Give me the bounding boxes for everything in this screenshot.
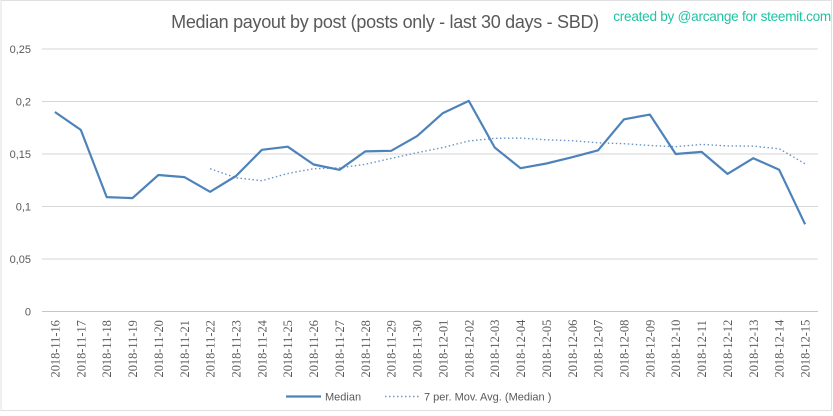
svg-text:2018-12-01: 2018-12-01 (436, 320, 450, 378)
svg-text:2018-11-29: 2018-11-29 (385, 320, 399, 377)
svg-text:2018-12-10: 2018-12-10 (669, 320, 683, 378)
svg-text:2018-12-08: 2018-12-08 (618, 320, 632, 378)
svg-text:0,05: 0,05 (10, 254, 31, 266)
svg-text:2018-12-15: 2018-12-15 (799, 320, 813, 378)
svg-text:2018-12-05: 2018-12-05 (540, 320, 554, 378)
svg-text:2018-12-12: 2018-12-12 (721, 320, 735, 378)
svg-text:created by @arcange for steemi: created by @arcange for steemit.com (613, 9, 831, 24)
svg-text:0,1: 0,1 (16, 201, 31, 213)
svg-text:2018-11-27: 2018-11-27 (333, 320, 347, 377)
svg-text:2018-11-30: 2018-11-30 (411, 320, 425, 377)
svg-text:2018-11-21: 2018-11-21 (178, 320, 192, 377)
svg-text:2018-11-20: 2018-11-20 (152, 320, 166, 377)
svg-text:2018-11-17: 2018-11-17 (74, 320, 88, 377)
svg-text:2018-12-02: 2018-12-02 (462, 320, 476, 378)
svg-text:2018-12-13: 2018-12-13 (747, 320, 761, 378)
svg-text:2018-12-07: 2018-12-07 (592, 320, 606, 378)
svg-text:2018-11-18: 2018-11-18 (100, 320, 114, 377)
svg-text:2018-11-26: 2018-11-26 (307, 320, 321, 377)
svg-text:7 per. Mov. Avg. (Median ): 7 per. Mov. Avg. (Median ) (424, 392, 551, 404)
svg-text:0,25: 0,25 (10, 44, 31, 56)
svg-text:2018-11-16: 2018-11-16 (48, 320, 62, 377)
svg-text:2018-12-03: 2018-12-03 (488, 320, 502, 378)
svg-text:2018-12-06: 2018-12-06 (566, 320, 580, 378)
svg-text:2018-11-24: 2018-11-24 (255, 320, 269, 377)
svg-text:Median payout by post (posts o: Median payout by post (posts only - last… (171, 12, 599, 32)
svg-text:2018-12-14: 2018-12-14 (773, 320, 787, 378)
svg-text:2018-11-19: 2018-11-19 (126, 320, 140, 377)
svg-text:2018-11-25: 2018-11-25 (281, 320, 295, 377)
svg-text:0,15: 0,15 (10, 149, 31, 161)
svg-text:2018-12-09: 2018-12-09 (643, 320, 657, 378)
svg-text:Median: Median (325, 392, 361, 404)
svg-text:2018-12-04: 2018-12-04 (514, 320, 528, 378)
svg-text:2018-12-11: 2018-12-11 (695, 320, 709, 377)
svg-text:0: 0 (25, 306, 31, 318)
svg-text:0,2: 0,2 (16, 96, 31, 108)
svg-text:2018-11-28: 2018-11-28 (359, 320, 373, 377)
svg-text:2018-11-23: 2018-11-23 (230, 320, 244, 377)
svg-text:2018-11-22: 2018-11-22 (204, 320, 218, 377)
